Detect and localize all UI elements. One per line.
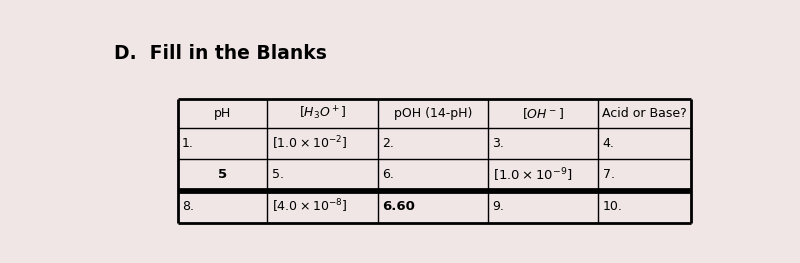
Text: pH: pH [214, 107, 231, 120]
Text: 3.: 3. [493, 137, 505, 150]
Text: 1.: 1. [182, 137, 194, 150]
Text: $[1.0\times10^{-9}]$: $[1.0\times10^{-9}]$ [493, 166, 572, 184]
Text: 6.60: 6.60 [382, 200, 415, 213]
Text: 2.: 2. [382, 137, 394, 150]
Text: $[4.0\times10^{-8}]$: $[4.0\times10^{-8}]$ [272, 198, 347, 215]
Text: 5.: 5. [272, 168, 284, 181]
Text: Acid or Base?: Acid or Base? [602, 107, 686, 120]
Text: $[OH^-]$: $[OH^-]$ [522, 106, 564, 121]
Text: pOH (14-pH): pOH (14-pH) [394, 107, 472, 120]
Text: 4.: 4. [603, 137, 614, 150]
Text: $[H_3O^+]$: $[H_3O^+]$ [298, 105, 346, 122]
Text: 5: 5 [218, 168, 227, 181]
Text: 9.: 9. [493, 200, 505, 213]
Text: D.  Fill in the Blanks: D. Fill in the Blanks [114, 44, 327, 63]
Text: $[1.0\times10^{-2}]$: $[1.0\times10^{-2}]$ [272, 135, 347, 152]
Text: 6.: 6. [382, 168, 394, 181]
Text: 7.: 7. [603, 168, 615, 181]
Text: 8.: 8. [182, 200, 194, 213]
Text: 10.: 10. [603, 200, 622, 213]
